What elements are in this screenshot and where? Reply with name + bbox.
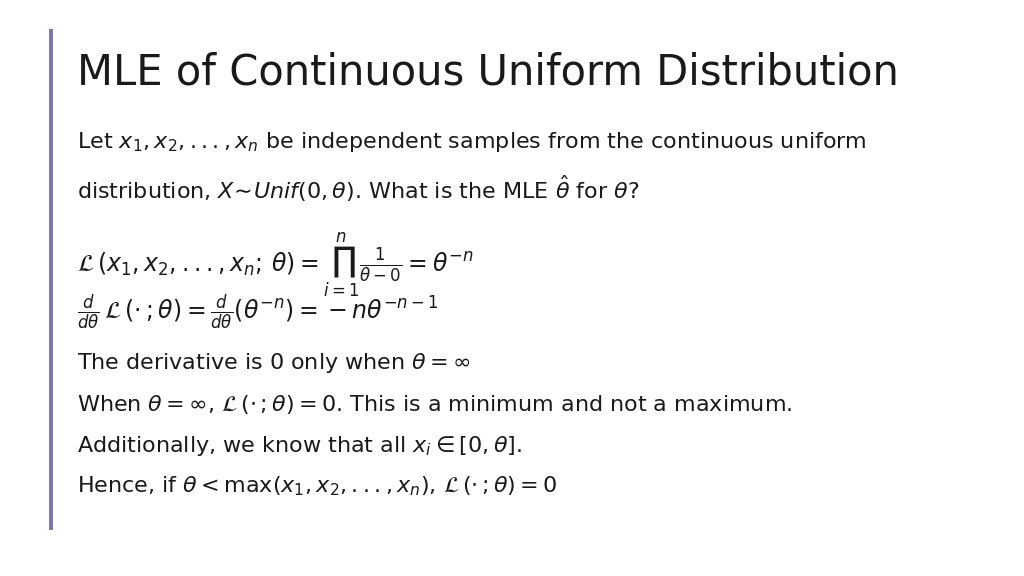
- Text: Hence, if $\theta < \max(x_1, x_2, ..., x_n)$, $\mathcal{L}\,(\cdot\,;\theta) = : Hence, if $\theta < \max(x_1, x_2, ..., …: [77, 475, 557, 498]
- Text: $\mathcal{L}\,(x_1, x_2, ..., x_n;\, \theta) = \prod_{i=1}^{n} \frac{1}{\theta -: $\mathcal{L}\,(x_1, x_2, ..., x_n;\, \th…: [77, 230, 473, 299]
- Text: Additionally, we know that all $x_i \in [0, \theta]$.: Additionally, we know that all $x_i \in …: [77, 434, 522, 458]
- Text: distribution, $X\!\sim\!\mathit{Unif}(0, \theta)$. What is the MLE $\hat{\theta}: distribution, $X\!\sim\!\mathit{Unif}(0,…: [77, 173, 639, 203]
- Text: The derivative is 0 only when $\theta = \infty$: The derivative is 0 only when $\theta = …: [77, 351, 470, 376]
- Text: $\frac{d}{d\theta}\,\mathcal{L}\,(\cdot\,; \theta) = \frac{d}{d\theta}(\theta^{-: $\frac{d}{d\theta}\,\mathcal{L}\,(\cdot\…: [77, 293, 438, 332]
- Text: When $\theta = \infty$, $\mathcal{L}\,(\cdot\,;\theta) = 0$. This is a minimum a: When $\theta = \infty$, $\mathcal{L}\,(\…: [77, 393, 793, 416]
- Text: Let $x_1, x_2, ..., x_n$ be independent samples from the continuous uniform: Let $x_1, x_2, ..., x_n$ be independent …: [77, 130, 866, 154]
- Text: MLE of Continuous Uniform Distribution: MLE of Continuous Uniform Distribution: [77, 52, 899, 94]
- Bar: [49, 29, 53, 530]
